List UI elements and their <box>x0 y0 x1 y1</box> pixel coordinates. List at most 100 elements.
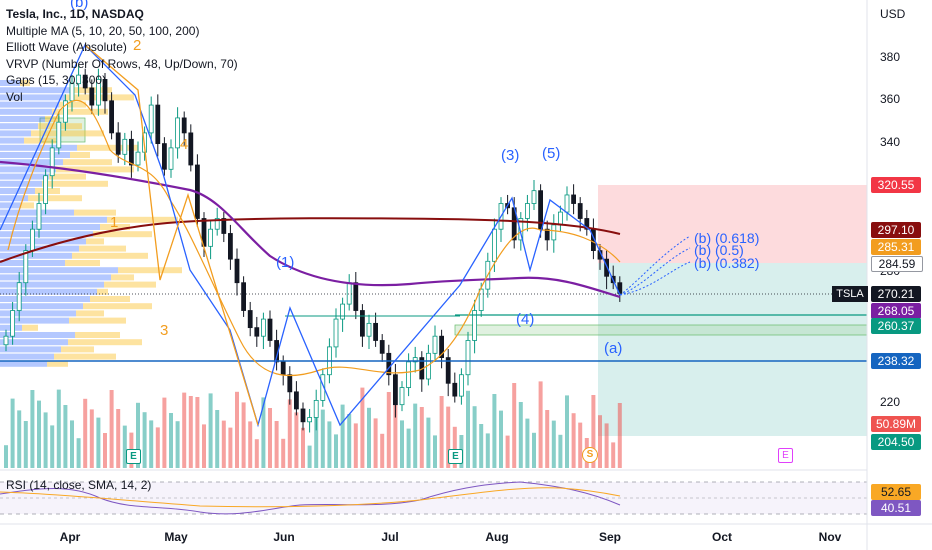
candle-body[interactable] <box>346 282 352 305</box>
candle-body[interactable] <box>221 218 227 234</box>
candle-body[interactable] <box>10 310 16 337</box>
x-tick: Aug <box>485 530 509 544</box>
candle-body[interactable] <box>300 408 306 423</box>
candle-body[interactable] <box>472 310 478 341</box>
profile-bar-up <box>0 202 21 209</box>
candle-body[interactable] <box>155 104 161 145</box>
candle-body[interactable] <box>551 224 557 241</box>
candle-body[interactable] <box>366 322 372 337</box>
volume-bar <box>109 390 114 468</box>
candle-body[interactable] <box>518 218 524 241</box>
y-tick: 380 <box>880 50 901 64</box>
candle-body[interactable] <box>76 74 81 85</box>
candle-body[interactable] <box>56 121 62 149</box>
future-earnings-badge[interactable]: E <box>778 448 793 463</box>
candle-body[interactable] <box>577 203 583 219</box>
legend-title[interactable]: Tesla, Inc., 1D, NASDAQ <box>6 7 144 21</box>
candle-body[interactable] <box>353 282 359 311</box>
candle-body[interactable] <box>320 374 326 401</box>
candle-body[interactable] <box>558 211 563 226</box>
candle-body[interactable] <box>16 282 22 311</box>
earnings-badge[interactable]: E <box>448 449 463 464</box>
candle-body[interactable] <box>102 79 108 102</box>
earnings-badge[interactable]: E <box>126 449 141 464</box>
candle-body[interactable] <box>208 228 214 247</box>
profile-bar-up <box>0 123 38 130</box>
candle-body[interactable] <box>333 318 339 348</box>
candle-body[interactable] <box>445 357 451 384</box>
candle-body[interactable] <box>307 417 313 423</box>
candle-body[interactable] <box>188 132 194 166</box>
candle-body[interactable] <box>452 382 458 397</box>
candle-body[interactable] <box>214 218 220 230</box>
candle-body[interactable] <box>175 117 181 149</box>
candle-body[interactable] <box>340 303 346 320</box>
candle-body[interactable] <box>293 391 299 410</box>
candle-body[interactable] <box>96 79 101 106</box>
rsi-legend[interactable]: RSI (14, close, SMA, 14, 2) <box>6 478 152 492</box>
candle-body[interactable] <box>254 327 260 337</box>
candle-body[interactable] <box>544 228 550 241</box>
candle-body[interactable] <box>234 258 240 284</box>
candle-body[interactable] <box>313 399 319 418</box>
candle-body[interactable] <box>280 361 286 376</box>
candle-body[interactable] <box>525 203 530 219</box>
candle-body[interactable] <box>538 190 543 230</box>
candle-body[interactable] <box>168 147 174 170</box>
candle-body[interactable] <box>49 147 55 177</box>
candle-body[interactable] <box>412 357 418 363</box>
candle-body[interactable] <box>287 374 293 393</box>
volume-bar <box>17 410 22 468</box>
candle-body[interactable] <box>148 104 154 134</box>
candle-body[interactable] <box>122 138 128 155</box>
candle-body[interactable] <box>227 233 233 260</box>
candle-body[interactable] <box>43 175 48 204</box>
candle-body[interactable] <box>135 151 141 166</box>
candle-body[interactable] <box>604 258 609 277</box>
candle-body[interactable] <box>439 335 445 359</box>
candle-body[interactable] <box>379 340 385 354</box>
volume-bar <box>175 421 180 468</box>
volume-bar <box>56 389 61 468</box>
candle-body[interactable] <box>392 374 398 406</box>
candle-body[interactable] <box>373 322 379 341</box>
candle-body[interactable] <box>432 335 438 354</box>
candle-body[interactable] <box>491 228 497 262</box>
candle-body[interactable] <box>82 74 88 89</box>
candle-body[interactable] <box>584 218 590 230</box>
candle-body[interactable] <box>181 117 187 134</box>
candle-body[interactable] <box>128 138 134 166</box>
candle-body[interactable] <box>36 203 42 230</box>
candle-body[interactable] <box>260 318 266 337</box>
candle-body[interactable] <box>386 352 392 376</box>
candle-body[interactable] <box>3 335 9 346</box>
legend-vol[interactable]: Vol <box>6 89 23 104</box>
legend-gaps[interactable]: Gaps (15, 30, 300) <box>6 73 107 87</box>
candle-body[interactable] <box>161 143 167 170</box>
candle-body[interactable] <box>564 194 570 213</box>
legend-ma[interactable]: Multiple MA (5, 10, 20, 50, 100, 200) <box>6 23 200 38</box>
candle-body[interactable] <box>399 387 405 406</box>
candle-body[interactable] <box>241 282 247 311</box>
legend-vrvp[interactable]: VRVP (Number Of Rows, 48, Up/Down, 70) <box>6 56 238 71</box>
candle-body[interactable] <box>406 361 412 388</box>
candle-body[interactable] <box>571 194 576 204</box>
legend-elliott[interactable]: Elliott Wave (Absolute) <box>6 40 127 54</box>
candle-body[interactable] <box>531 190 537 204</box>
candle-body[interactable] <box>478 288 484 311</box>
candle-body[interactable] <box>247 310 253 329</box>
candle-body[interactable] <box>63 100 68 123</box>
candle-body[interactable] <box>115 132 121 155</box>
candle-body[interactable] <box>458 374 464 397</box>
candle-body[interactable] <box>109 100 114 134</box>
candle-body[interactable] <box>267 318 273 341</box>
candle-body[interactable] <box>29 228 35 251</box>
candle-body[interactable] <box>465 340 471 376</box>
candle-body[interactable] <box>359 310 365 337</box>
candle-body[interactable] <box>89 87 95 106</box>
candle-body[interactable] <box>23 250 29 284</box>
split-badge[interactable]: S <box>582 447 598 463</box>
volume-bar <box>37 400 41 468</box>
volume-bar <box>393 400 398 468</box>
